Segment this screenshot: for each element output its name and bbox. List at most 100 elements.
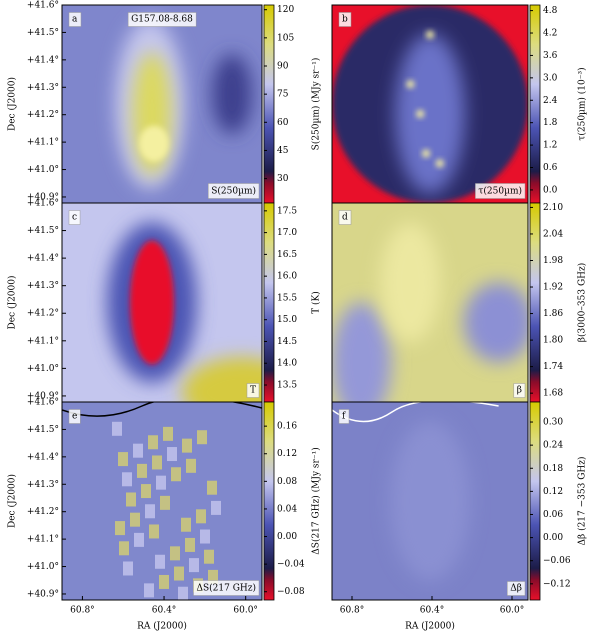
colorbar-tick-label: 17.5 [277, 206, 297, 216]
colorbar-tick-label: 0.00 [277, 532, 297, 542]
colorbar-tick-label: 14.0 [277, 359, 297, 369]
y-tick-label: +41.3° [27, 83, 59, 93]
panel-label: a [72, 15, 78, 25]
heatmap-image [62, 5, 262, 203]
y-axis-label: Dec (J2000) [7, 474, 18, 528]
colorbar-tick-label: 120 [277, 5, 294, 15]
colorbar-tick-label: 90 [277, 61, 289, 71]
x-tick-label: 60.0° [500, 606, 525, 616]
colorbar-tick-label: 1.80 [543, 336, 563, 346]
colorbar-label: Δβ (217 −353 GHz) [577, 457, 588, 546]
panel: 60.8° 60.4° 60.0° RA (J2000) f Δβ −0.12 −0.06 0.… [331, 401, 588, 632]
y-tick-label: +41.5° [27, 28, 59, 38]
colorbar-tick-label: 1.74 [543, 362, 563, 372]
x-axis-label: RA (J2000) [405, 621, 455, 632]
colorbar-label: ΔS(217 GHz) (MJy sr⁻¹) [311, 447, 322, 554]
colorbar-tick-label: 0.00 [543, 533, 563, 543]
colorbar-tick-label: 0.6 [543, 163, 558, 173]
y-tick-label: +41.4° [27, 452, 59, 462]
colorbar-label: T (K) [311, 291, 322, 314]
panel-title: G157.08-8.68 [131, 15, 193, 25]
colorbar-tick-label: 1.86 [543, 309, 563, 319]
colorbar-tick-label: 1.8 [543, 118, 558, 128]
colorbar-tick-label: 0.08 [277, 477, 297, 487]
y-tick-label: +41.1° [27, 336, 59, 346]
x-tick-label: 60.0° [233, 606, 258, 616]
colorbar-tick-label: 3.6 [543, 51, 558, 61]
x-tick-label: 60.4° [152, 606, 177, 616]
panel-label: b [342, 15, 348, 25]
colorbar-tick-label: 17.0 [277, 228, 297, 238]
colorbar-tick-label: −0.04 [277, 560, 305, 570]
colorbar-tick-label: 0.0 [543, 185, 558, 195]
y-axis-label: Dec (J2000) [7, 276, 18, 330]
y-tick-label: +41.4° [27, 55, 59, 65]
y-tick-label: +41.0° [27, 562, 59, 572]
colorbar-tick-label: 2.4 [543, 96, 558, 106]
panel-label: c [72, 213, 77, 223]
colorbar-label: β(3000–353 GHz) [577, 263, 588, 342]
colorbar-tick-label: 105 [277, 33, 294, 43]
colorbar-tick-label: 0.12 [543, 487, 563, 497]
y-tick-label: +41.5° [27, 425, 59, 435]
y-tick-label: +41.2° [27, 507, 59, 517]
colorbar-label: τ(250µm) (10⁻³) [577, 67, 588, 140]
colorbar-tick-label: 60 [277, 118, 289, 128]
y-tick-label: +40.9° [27, 391, 59, 401]
colorbar-tick-label: 0.30 [543, 418, 563, 428]
heatmap-image [62, 203, 262, 402]
colorbar-tick-label: 15.0 [277, 315, 297, 325]
y-tick-label: +41.5° [27, 226, 59, 236]
heatmap-image [332, 203, 528, 402]
colorbar-label: S(250µm) (MJy sr⁻¹) [311, 58, 322, 151]
colorbar-tick-label: −0.06 [543, 556, 571, 566]
colorbar [529, 202, 541, 403]
colorbar-tick-label: 15.5 [277, 293, 297, 303]
y-tick-label: +41.4° [27, 254, 59, 264]
panel: b τ(250µm) 0.0 0.6 1.2 1.8 2.4 3.0 3.6 4.2 4.8 τ(25… [331, 4, 588, 204]
colorbar-tick-label: 14.5 [277, 337, 297, 347]
heatmap-image [332, 5, 528, 203]
y-tick-label: +41.2° [27, 309, 59, 319]
colorbar-tick-label: 4.2 [543, 29, 557, 39]
panel-annotation: T [250, 386, 256, 396]
panel-annotation: Δβ [510, 584, 522, 594]
colorbar-tick-label: 75 [277, 90, 289, 100]
colorbar [529, 401, 541, 601]
y-tick-label: +41.0° [27, 364, 59, 374]
y-axis-label: Dec (J2000) [7, 77, 18, 131]
colorbar-tick-label: 0.24 [543, 441, 563, 451]
x-axis-label: RA (J2000) [137, 621, 187, 632]
y-tick-label: +40.9° [27, 192, 59, 202]
colorbar-tick-label: 1.2 [543, 141, 557, 151]
panel-annotation: ΔS(217 GHz) [196, 583, 256, 594]
x-tick-label: 60.8° [340, 606, 365, 616]
colorbar-tick-label: 16.5 [277, 250, 297, 260]
colorbar-tick-label: 0.18 [543, 464, 563, 474]
y-tick-label: +41.1° [27, 535, 59, 545]
y-tick-label: +41.6° [27, 199, 59, 209]
heatmap-image [62, 402, 262, 600]
colorbar [263, 4, 275, 204]
panel: +40.9° +41.0° +41.1° +41.2° +41.3° +41.4° +41.… [7, 1, 322, 204]
colorbar-tick-label: 0.04 [277, 504, 297, 514]
colorbar-tick-label: 1.68 [543, 389, 563, 399]
y-tick-label: +41.2° [27, 110, 59, 120]
frame [61, 401, 263, 601]
x-tick-label: 60.4° [420, 606, 445, 616]
panel-annotation: τ(250µm) [478, 186, 522, 197]
colorbar [263, 401, 275, 601]
colorbar-tick-label: 0.12 [277, 449, 297, 459]
colorbar-tick-label: 4.8 [543, 6, 558, 16]
colorbar-tick-label: 45 [277, 146, 289, 156]
colorbar-tick-label: 1.92 [543, 283, 563, 293]
colorbar [529, 4, 541, 204]
colorbar-tick-label: 0.16 [277, 422, 297, 432]
panel-label: d [342, 213, 348, 223]
heatmap-image [332, 402, 528, 600]
colorbar-tick-label: −0.08 [277, 587, 305, 597]
colorbar-tick-label: 0.06 [543, 510, 563, 520]
colorbar-tick-label: 16.0 [277, 272, 297, 282]
x-tick-label: 60.8° [70, 606, 95, 616]
